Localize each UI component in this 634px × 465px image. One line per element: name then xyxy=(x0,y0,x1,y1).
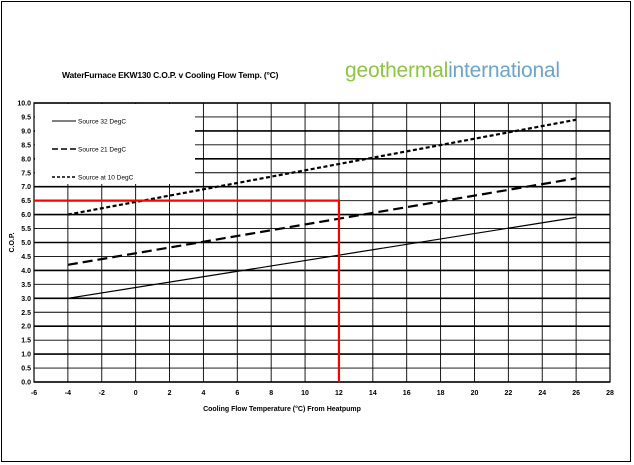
legend-label-2: Source 21 DegC xyxy=(78,146,126,153)
y-tick-label: 10.0 xyxy=(17,101,31,108)
x-tick-label: 14 xyxy=(369,390,377,397)
y-tick-label: 1.0 xyxy=(21,352,31,359)
y-tick-label: 0.0 xyxy=(21,380,31,387)
y-axis-label: C.O.P. xyxy=(9,232,16,252)
x-tick-label: 26 xyxy=(572,390,580,397)
y-tick-label: 7.5 xyxy=(21,170,31,177)
x-tick-label: 22 xyxy=(504,390,512,397)
x-tick-label: -6 xyxy=(31,390,37,397)
y-tick-label: 4.0 xyxy=(21,268,31,275)
y-tick-label: 8.0 xyxy=(21,156,31,163)
x-tick-label: 10 xyxy=(301,390,309,397)
legend-box xyxy=(35,104,195,184)
legend-label-3: Source at 10 DegC xyxy=(78,174,134,181)
y-tick-label: 5.5 xyxy=(21,226,31,233)
y-tick-label: 1.5 xyxy=(21,338,31,345)
y-tick-label: 2.0 xyxy=(21,324,31,331)
y-tick-label: 9.5 xyxy=(21,114,31,121)
y-tick-label: 7.0 xyxy=(21,184,31,191)
y-tick-label: 4.5 xyxy=(21,254,31,261)
x-tick-label: 12 xyxy=(335,390,343,397)
y-tick-label: 0.5 xyxy=(21,366,31,373)
logo-word-international: international xyxy=(448,59,560,82)
series-line-1 xyxy=(67,216,577,299)
y-tick-label: 6.0 xyxy=(21,212,31,219)
x-tick-label: 28 xyxy=(606,390,614,397)
y-tick-label: 3.5 xyxy=(21,282,31,289)
x-tick-label: 16 xyxy=(403,390,411,397)
y-tick-label: 6.5 xyxy=(21,198,31,205)
y-tick-label: 5.0 xyxy=(21,240,31,247)
plot-border xyxy=(33,102,611,383)
company-logo: geothermalinternational xyxy=(345,59,560,83)
series-line-3 xyxy=(67,118,577,216)
logo-word-geothermal: geothermal xyxy=(345,59,449,82)
y-tick-label: 2.5 xyxy=(21,310,31,317)
series-line-2 xyxy=(67,177,577,266)
y-tick-label: 9.0 xyxy=(21,128,31,135)
annotation-red-line xyxy=(34,199,341,382)
x-tick-label: 18 xyxy=(437,390,445,397)
x-tick-label: 0 xyxy=(134,390,138,397)
x-tick-label: 6 xyxy=(235,390,239,397)
x-tick-label: -4 xyxy=(65,390,71,397)
x-tick-label: 24 xyxy=(538,390,546,397)
x-tick-label: 4 xyxy=(201,390,205,397)
x-tick-label: -2 xyxy=(99,390,105,397)
x-tick-label: 20 xyxy=(471,390,479,397)
x-tick-label: 8 xyxy=(269,390,273,397)
y-tick-label: 3.0 xyxy=(21,296,31,303)
x-tick-label: 2 xyxy=(168,390,172,397)
chart-title: WaterFurnace EKW130 C.O.P. v Cooling Flo… xyxy=(62,70,279,80)
y-tick-label: 8.5 xyxy=(21,142,31,149)
legend-label-1: Source 32 DegC xyxy=(78,118,126,125)
x-axis-label: Cooling Flow Temperature (°C) From Heatp… xyxy=(203,405,361,413)
